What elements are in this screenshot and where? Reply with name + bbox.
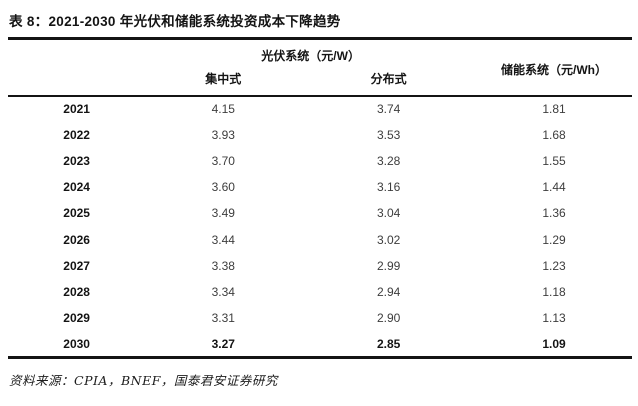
table-row: 2025 3.49 3.04 1.36 — [8, 200, 632, 226]
year-cell: 2028 — [63, 284, 90, 299]
centralized-value: 3.49 — [211, 206, 235, 221]
distributed-value: 3.04 — [376, 206, 401, 221]
sub-header-row: 集中式 分布式 — [8, 68, 632, 96]
centralized-value: 3.93 — [211, 127, 235, 142]
year-cell: 2023 — [63, 153, 90, 168]
storage-value: 1.55 — [542, 153, 566, 168]
table-row: 2021 4.15 3.74 1.81 — [8, 96, 632, 122]
distributed-value: 2.90 — [376, 311, 401, 326]
storage-value: 1.23 — [542, 258, 566, 273]
table-row: 2024 3.60 3.16 1.44 — [8, 174, 632, 200]
table-row: 2026 3.44 3.02 1.29 — [8, 226, 632, 252]
centralized-value: 3.27 — [211, 336, 235, 351]
storage-value: 1.68 — [542, 127, 566, 142]
storage-value: 1.13 — [542, 311, 566, 326]
storage-value: 1.36 — [542, 206, 566, 221]
storage-value: 1.81 — [542, 102, 566, 117]
table-row-2030: 2030 3.27 2.85 1.09 — [8, 331, 632, 357]
storage-system-header: 储能系统（元/Wh） — [500, 62, 607, 77]
centralized-value: 3.31 — [211, 311, 235, 326]
year-cell: 2025 — [63, 206, 90, 221]
distributed-value: 3.02 — [376, 232, 401, 247]
table-title: 表 8：2021-2030 年光伏和储能系统投资成本下降趋势 — [9, 14, 341, 29]
distributed-value: 3.74 — [376, 102, 401, 117]
centralized-value: 3.34 — [211, 284, 235, 299]
storage-value: 1.18 — [542, 284, 566, 299]
cost-trend-table: 光伏系统（元/W） 储能系统（元/Wh） 集中式 分布式 2021 4.15 3… — [8, 37, 632, 359]
distributed-value: 2.85 — [376, 336, 401, 351]
distributed-value: 3.28 — [376, 153, 401, 168]
year-cell: 2027 — [63, 258, 90, 273]
year-cell: 2030 — [63, 336, 90, 351]
centralized-value: 3.70 — [211, 153, 235, 168]
year-header-spacer — [8, 39, 145, 68]
centralized-value: 3.44 — [211, 232, 235, 247]
year-header-spacer2 — [8, 68, 145, 96]
storage-value: 1.29 — [542, 232, 566, 247]
table-header: 光伏系统（元/W） 储能系统（元/Wh） 集中式 分布式 — [8, 39, 632, 96]
group-header-row: 光伏系统（元/W） 储能系统（元/Wh） — [8, 39, 632, 77]
distributed-value: 2.94 — [376, 284, 401, 299]
distributed-value: 2.99 — [376, 258, 401, 273]
distributed-value: 3.53 — [376, 127, 401, 142]
table-row: 2023 3.70 3.28 1.55 — [8, 148, 632, 174]
source-note: 资料来源：CPIA，BNEF，国泰君安证券研究 — [9, 372, 278, 388]
year-cell: 2021 — [63, 102, 90, 117]
centralized-header: 集中式 — [205, 72, 242, 86]
pv-system-group-header: 光伏系统（元/W） — [261, 49, 360, 64]
year-cell: 2026 — [63, 232, 90, 247]
table-row: 2029 3.31 2.90 1.13 — [8, 305, 632, 331]
table-row: 2027 3.38 2.99 1.23 — [8, 253, 632, 279]
distributed-header: 分布式 — [370, 72, 407, 86]
table-row: 2022 3.93 3.53 1.68 — [8, 122, 632, 148]
storage-value: 1.44 — [542, 180, 566, 195]
table-row: 2028 3.34 2.94 1.18 — [8, 279, 632, 305]
year-cell: 2022 — [63, 127, 90, 142]
distributed-value: 3.16 — [376, 180, 401, 195]
table-body: 2021 4.15 3.74 1.81 2022 3.93 3.53 1.68 … — [8, 96, 632, 358]
year-cell: 2024 — [63, 180, 90, 195]
report-table-figure: 表 8：2021-2030 年光伏和储能系统投资成本下降趋势 光伏系统（元/W）… — [8, 14, 632, 388]
storage-value: 1.09 — [542, 336, 566, 351]
centralized-value: 3.60 — [211, 180, 235, 195]
centralized-value: 3.38 — [211, 258, 235, 273]
year-cell: 2029 — [63, 311, 90, 326]
centralized-value: 4.15 — [211, 102, 235, 117]
